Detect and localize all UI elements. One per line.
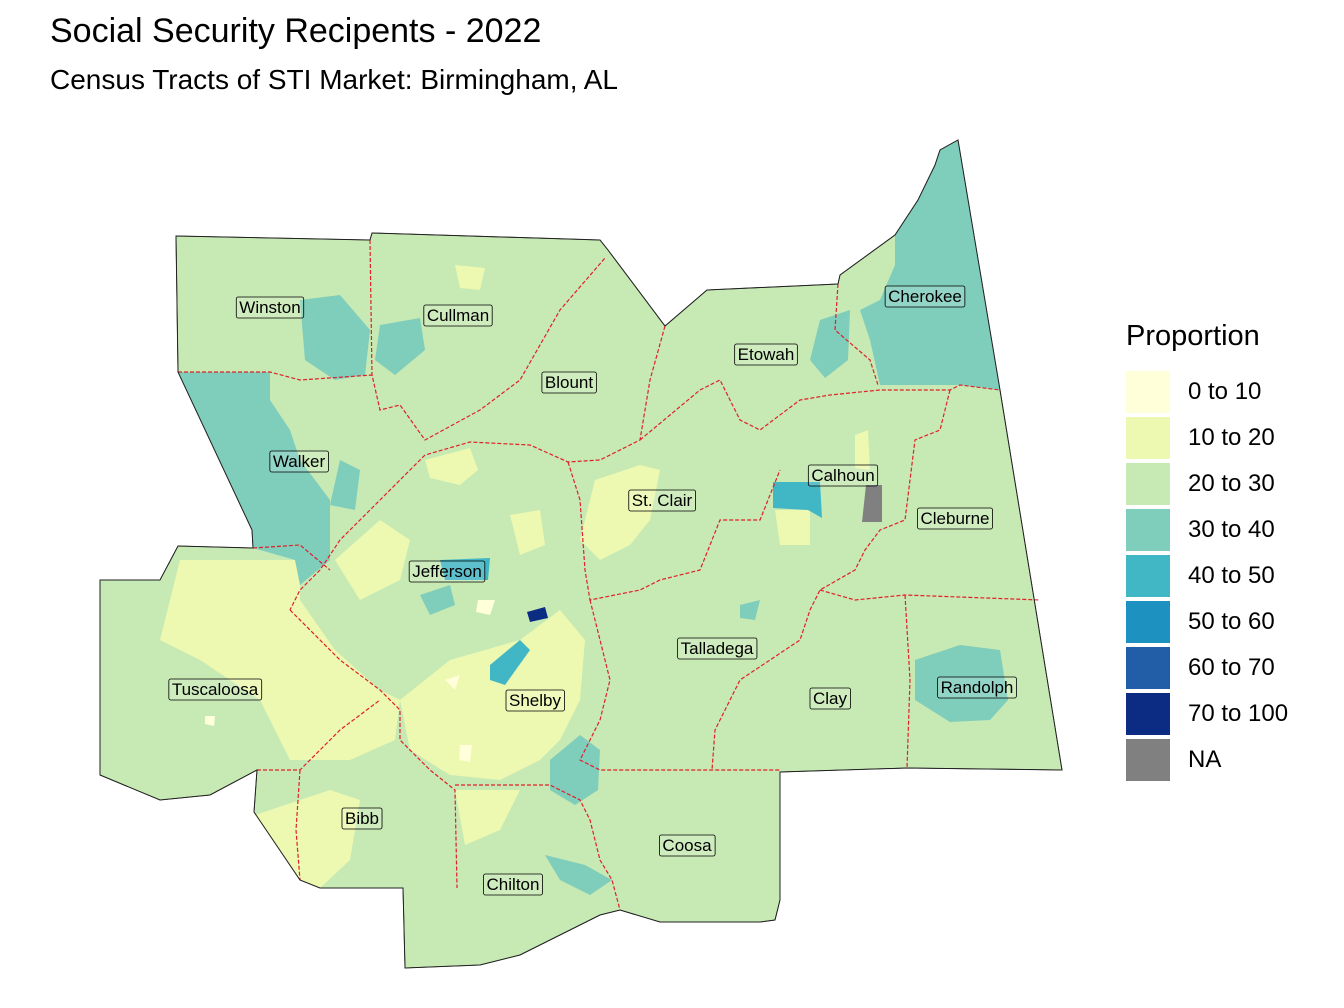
county-label-cullman: Cullman <box>423 304 493 327</box>
county-label-text: Calhoun <box>811 466 874 485</box>
legend-label: 40 to 50 <box>1188 562 1275 589</box>
region-outline <box>99 139 1063 969</box>
county-label-blount: Blount <box>541 371 597 394</box>
county-label-box <box>677 637 758 660</box>
county-label-text: Randolph <box>941 678 1014 697</box>
county-label-text: Chilton <box>487 875 540 894</box>
county-label-box <box>505 689 565 712</box>
legend-label: 50 to 60 <box>1188 608 1275 635</box>
legend-title: Proportion <box>1126 320 1260 352</box>
legend-label: 60 to 70 <box>1188 654 1275 681</box>
county-label-text: Cherokee <box>888 287 962 306</box>
legend-item: 60 to 70 <box>1126 645 1288 691</box>
county-label-clay: Clay <box>809 687 851 710</box>
county-label-box <box>269 450 329 473</box>
county-label-text: Shelby <box>509 691 561 710</box>
county-label-text: Bibb <box>345 809 379 828</box>
legend-swatch <box>1126 555 1170 597</box>
county-label-box <box>659 834 716 857</box>
legend-item: 20 to 30 <box>1126 461 1288 507</box>
county-label-shelby: Shelby <box>505 689 565 712</box>
county-label-box <box>734 343 798 366</box>
county-label-calhoun: Calhoun <box>807 464 879 487</box>
legend-swatch <box>1126 463 1170 505</box>
county-label-text: Blount <box>545 373 593 392</box>
legend-swatch <box>1126 601 1170 643</box>
county-label-text: Winston <box>239 298 300 317</box>
legend-item: 30 to 40 <box>1126 507 1288 553</box>
band-40-50 <box>440 482 822 685</box>
county-label-text: Jefferson <box>412 562 482 581</box>
legend-item: 0 to 10 <box>1126 369 1288 415</box>
legend-swatch <box>1126 417 1170 459</box>
legend-swatch <box>1126 693 1170 735</box>
legend-item: 10 to 20 <box>1126 415 1288 461</box>
county-label-box <box>423 304 493 327</box>
legend-swatch <box>1126 647 1170 689</box>
county-label-text: Coosa <box>662 836 712 855</box>
legend-label: 30 to 40 <box>1188 516 1275 543</box>
legend-label: 20 to 30 <box>1188 470 1275 497</box>
county-label-box <box>807 464 879 487</box>
county-label-winston: Winston <box>235 296 305 319</box>
county-label-box <box>917 507 993 530</box>
band-30-40 <box>178 140 1008 895</box>
county-label-talladega: Talladega <box>677 637 758 660</box>
county-label-chilton: Chilton <box>483 873 543 896</box>
county-label-box <box>809 687 851 710</box>
band-na <box>862 485 882 522</box>
legend-swatch <box>1126 509 1170 551</box>
county-label-coosa: Coosa <box>659 834 716 857</box>
county-label-etowah: Etowah <box>734 343 798 366</box>
legend-label: 0 to 10 <box>1188 378 1262 405</box>
legend-label: NA <box>1188 746 1222 773</box>
legend-swatch <box>1126 371 1170 413</box>
county-label-box <box>628 489 696 512</box>
map-title: Social Security Recipents - 2022 <box>50 12 542 50</box>
county-label-box <box>235 296 305 319</box>
county-label-text: St. Clair <box>632 491 693 510</box>
legend-swatch <box>1126 739 1170 781</box>
county-label-bibb: Bibb <box>341 807 383 830</box>
county-label-text: Tuscaloosa <box>172 680 259 699</box>
county-label-box <box>408 560 486 583</box>
band-10-20 <box>160 265 870 888</box>
county-label-cherokee: Cherokee <box>884 285 966 308</box>
legend-item: 40 to 50 <box>1126 553 1288 599</box>
legend-label: 10 to 20 <box>1188 424 1275 451</box>
county-label-box <box>541 371 597 394</box>
county-label-text: Clay <box>813 689 848 708</box>
county-label-randolph: Randolph <box>937 676 1017 699</box>
legend-item: 50 to 60 <box>1126 599 1288 645</box>
county-label-tuscaloosa: Tuscaloosa <box>168 678 263 701</box>
map-subtitle: Census Tracts of STI Market: Birmingham,… <box>50 64 618 95</box>
legend-item: 70 to 100 <box>1126 691 1288 737</box>
band-0-10 <box>205 600 495 762</box>
county-labels: Winston Cullman Blount Etowah Cherokee Walker… <box>168 285 1017 896</box>
legend-label: 70 to 100 <box>1188 700 1289 727</box>
band-70-100 <box>527 607 548 622</box>
county-label-text: Talladega <box>681 639 754 658</box>
county-label-jefferson: Jefferson <box>408 560 486 583</box>
county-label-box <box>168 678 263 701</box>
county-label-box <box>937 676 1017 699</box>
legend-items: 0 to 10 10 to 20 20 to 30 30 to 40 40 to 50 5… <box>1126 369 1288 783</box>
county-label-box <box>341 807 383 830</box>
county-label-st-clair: St. Clair <box>628 489 696 512</box>
county-label-box <box>884 285 966 308</box>
county-boundaries <box>178 239 1041 911</box>
county-label-text: Walker <box>273 452 326 471</box>
county-label-cleburne: Cleburne <box>917 507 993 530</box>
county-label-box <box>483 873 543 896</box>
county-label-walker: Walker <box>269 450 329 473</box>
county-label-text: Etowah <box>738 345 795 364</box>
county-label-text: Cullman <box>427 306 489 325</box>
county-label-text: Cleburne <box>921 509 990 528</box>
legend-item: NA <box>1126 737 1288 783</box>
legend: Proportion 0 to 10 10 to 20 20 to 30 30 to … <box>1126 320 1288 783</box>
